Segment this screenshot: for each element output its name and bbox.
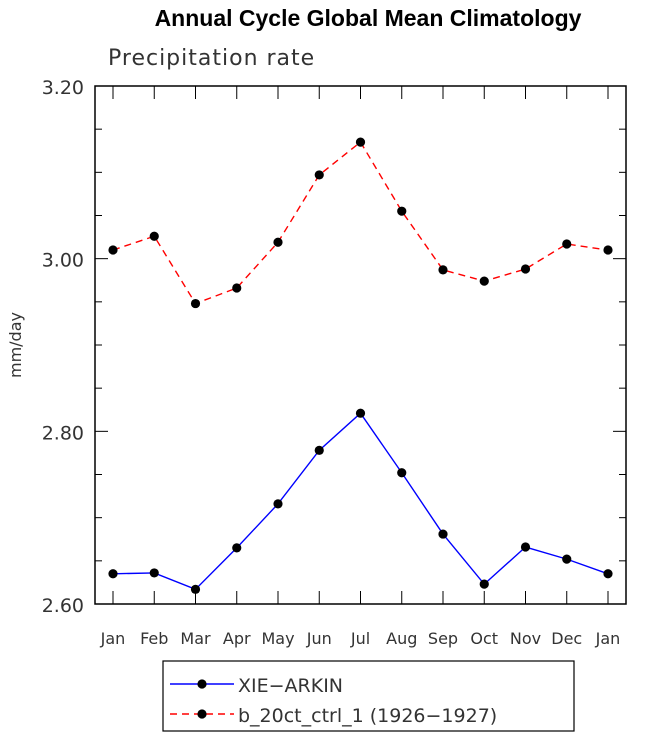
series-0-point (273, 499, 283, 509)
x-tick-label: Jan (595, 629, 621, 648)
y-tick-label: 3.20 (42, 77, 84, 99)
axes: 2.60 2.80 3.00 3.20 Jan Feb Mar Apr May Jun Jul Aug… (42, 77, 626, 648)
series-1-point (232, 283, 242, 293)
series-0-point (562, 554, 572, 564)
series-0-point (149, 568, 159, 578)
x-tick-label: Oct (470, 629, 498, 648)
series-line-1 (112, 141, 609, 305)
series-1-point (562, 239, 572, 249)
series-layer (108, 137, 613, 594)
series-1-point (355, 137, 366, 147)
x-tick-label: Jun (306, 629, 332, 648)
legend-label-0: XIE−ARKIN (238, 675, 343, 697)
series-1-point (438, 265, 448, 275)
y-tick-label: 2.80 (42, 422, 84, 444)
legend: XIE−ARKIN b_20ct_ctrl_1 (1926−1927) (162, 660, 575, 732)
series-line-0 (112, 412, 609, 591)
chart-title: Annual Cycle Global Mean Climatology (155, 5, 582, 31)
x-tick-label: Sep (428, 629, 458, 648)
series-0-point (190, 584, 201, 594)
x-tick-label: Apr (223, 629, 251, 648)
series-0-point (232, 543, 242, 553)
series-0-point (355, 408, 366, 418)
y-tick-label: 3.00 (42, 250, 84, 272)
x-tick-label: Nov (510, 629, 541, 648)
series-0-point (397, 468, 407, 478)
series-1-point (479, 276, 489, 286)
series-0-point (438, 529, 448, 539)
series-1-point (190, 298, 201, 309)
y-axis-label: mm/day (6, 312, 25, 378)
series-1-point (397, 206, 407, 216)
series-0-point (603, 569, 613, 579)
plot-frame (94, 85, 627, 605)
series-0-point (314, 445, 324, 455)
series-1-point (273, 237, 283, 247)
x-tick-label: May (261, 629, 294, 648)
series-1-point (520, 264, 531, 274)
x-tick-label: Feb (140, 629, 168, 648)
chart-subtitle: Precipitation rate (108, 46, 315, 71)
x-tick-label: Jan (100, 629, 126, 648)
legend-marker-1 (197, 709, 207, 719)
y-tick-label: 2.60 (42, 595, 84, 617)
legend-box (162, 660, 575, 732)
x-tick-label: Jul (350, 629, 370, 648)
series-1-point (314, 170, 324, 180)
legend-marker-0 (197, 679, 207, 689)
x-tick-label: Mar (180, 629, 211, 648)
series-0-point (520, 542, 531, 552)
series-0-point (108, 569, 118, 579)
series-1-point (108, 245, 118, 255)
series-1-point (603, 245, 613, 255)
x-tick-label: Dec (551, 629, 582, 648)
series-1-point (149, 231, 159, 241)
x-tick-label: Aug (386, 629, 417, 648)
legend-label-1: b_20ct_ctrl_1 (1926−1927) (238, 705, 497, 727)
series-0-point (479, 579, 489, 589)
